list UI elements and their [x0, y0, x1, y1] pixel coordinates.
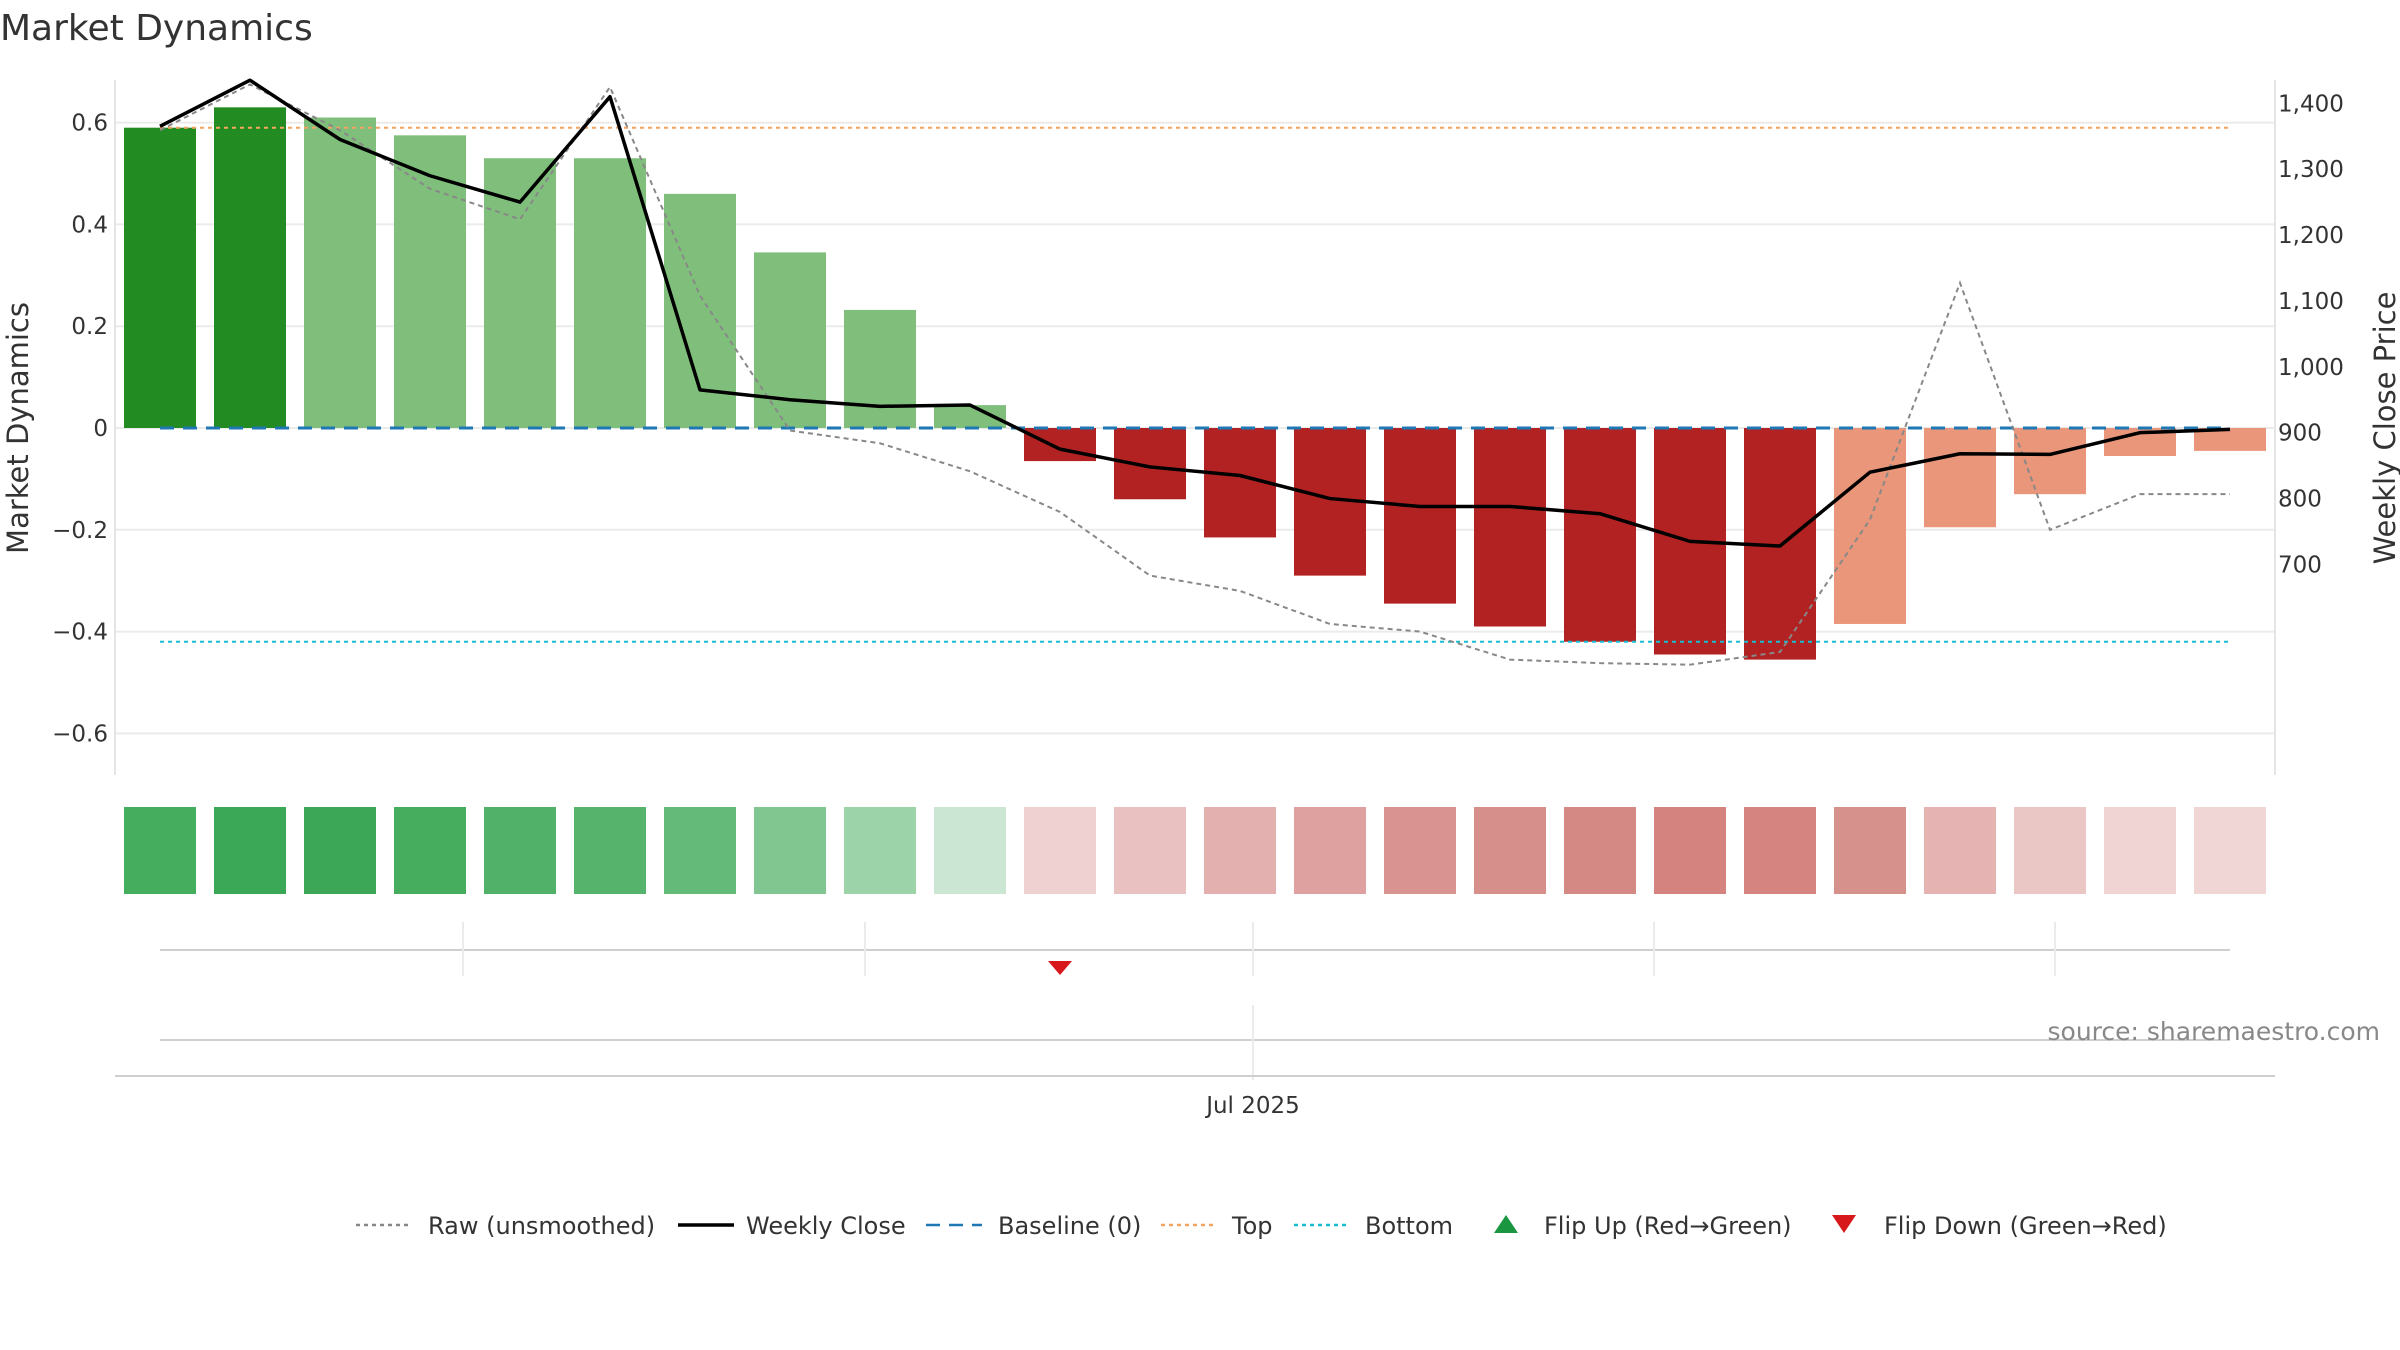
- right-tick-label: 800: [2278, 487, 2322, 513]
- legend-label: Top: [1231, 1212, 1273, 1240]
- raw-series-line: [159, 83, 2230, 666]
- right-axis-title: Weekly Close Price: [2368, 292, 2400, 565]
- strip-cell: [1114, 807, 1186, 894]
- strip-cell: [1924, 807, 1996, 894]
- dynamics-bar: [844, 309, 916, 428]
- left-tick-label: 0.6: [71, 111, 108, 137]
- strip-cell: [124, 807, 196, 894]
- dynamics-bar: [1024, 428, 1096, 462]
- left-tick-label: −0.4: [52, 620, 108, 646]
- strip-cell: [664, 807, 736, 894]
- legend-label: Flip Up (Red→Green): [1544, 1212, 1792, 1240]
- strip-cell: [1294, 807, 1366, 894]
- dynamics-bar: [1564, 428, 1636, 642]
- bars: [124, 107, 2266, 660]
- strip-cell: [1204, 807, 1276, 894]
- series-lines: [159, 78, 2231, 666]
- right-tick-label: 1,400: [2278, 91, 2344, 117]
- x-tick-label: Jul 2025: [1204, 1093, 1300, 1119]
- legend-label: Baseline (0): [998, 1212, 1141, 1240]
- left-tick-label: −0.2: [52, 518, 108, 544]
- legend: Raw (unsmoothed) Weekly Close Baseline (0)…: [356, 1212, 2167, 1240]
- legend-label: Flip Down (Green→Red): [1884, 1212, 2167, 1240]
- grid: [115, 121, 2275, 735]
- dynamics-bar: [124, 127, 196, 428]
- chart-title: Market Dynamics: [0, 8, 313, 49]
- strip-cell: [844, 807, 916, 894]
- dynamics-bar: [304, 117, 376, 428]
- flip-down-marker: [1048, 961, 1072, 975]
- right-axis: 1,400 1,300 1,200 1,100 1,000 900 800 700: [2274, 80, 2344, 775]
- strip-cell: [1024, 807, 1096, 894]
- strip-cell: [2014, 807, 2086, 894]
- flip-up-icon: [1494, 1215, 1518, 1233]
- dynamics-bar: [484, 158, 556, 429]
- dynamics-bar: [1384, 428, 1456, 604]
- dynamics-bar: [574, 158, 646, 429]
- left-tick-label: 0.2: [71, 314, 108, 340]
- left-tick-label: 0.4: [71, 212, 108, 238]
- legend-label: Weekly Close: [746, 1212, 906, 1240]
- strip-cell: [394, 807, 466, 894]
- right-tick-label: 700: [2278, 552, 2322, 578]
- reference-lines: [160, 126, 2230, 643]
- dynamics-bar: [2194, 428, 2266, 451]
- dynamics-bar: [1924, 428, 1996, 528]
- strip-cell: [1654, 807, 1726, 894]
- strip-cell: [2104, 807, 2176, 894]
- strip-cell: [1474, 807, 1546, 894]
- dynamics-bar: [934, 405, 1006, 428]
- strip-cell: [214, 807, 286, 894]
- dynamics-bar: [1834, 428, 1906, 624]
- flip-down-icon: [1832, 1215, 1856, 1233]
- right-tick-label: 1,000: [2278, 355, 2344, 381]
- weekly-close-line: [159, 78, 2231, 548]
- strip-cell: [1744, 807, 1816, 894]
- dynamics-bar: [394, 135, 466, 428]
- strip-cell: [304, 807, 376, 894]
- color-strip: [124, 807, 2266, 894]
- dynamics-bar: [1474, 428, 1546, 627]
- right-tick-label: 1,200: [2278, 223, 2344, 249]
- strip-cell: [1384, 807, 1456, 894]
- right-tick-label: 1,300: [2278, 157, 2344, 183]
- strip-cell: [1564, 807, 1636, 894]
- strip-cell: [484, 807, 556, 894]
- legend-label: Raw (unsmoothed): [428, 1212, 655, 1240]
- left-tick-label: 0: [93, 416, 108, 442]
- strip-cell: [1834, 807, 1906, 894]
- flip-marker-panel: [160, 922, 2230, 976]
- left-axis: 0.6 0.4 0.2 0 −0.2 −0.4 −0.6: [52, 80, 116, 775]
- strip-cell: [754, 807, 826, 894]
- strip-cell: [574, 807, 646, 894]
- right-tick-label: 1,100: [2278, 289, 2344, 315]
- dynamics-bar: [214, 107, 286, 428]
- right-tick-label: 900: [2278, 421, 2322, 447]
- left-tick-label: −0.6: [52, 721, 108, 747]
- source-note: source: sharemaestro.com: [2048, 1017, 2381, 1046]
- date-axis-panel: Jul 2025: [115, 1005, 2275, 1119]
- legend-label: Bottom: [1365, 1212, 1453, 1240]
- left-axis-title: Market Dynamics: [1, 302, 35, 554]
- strip-cell: [2194, 807, 2266, 894]
- strip-cell: [934, 807, 1006, 894]
